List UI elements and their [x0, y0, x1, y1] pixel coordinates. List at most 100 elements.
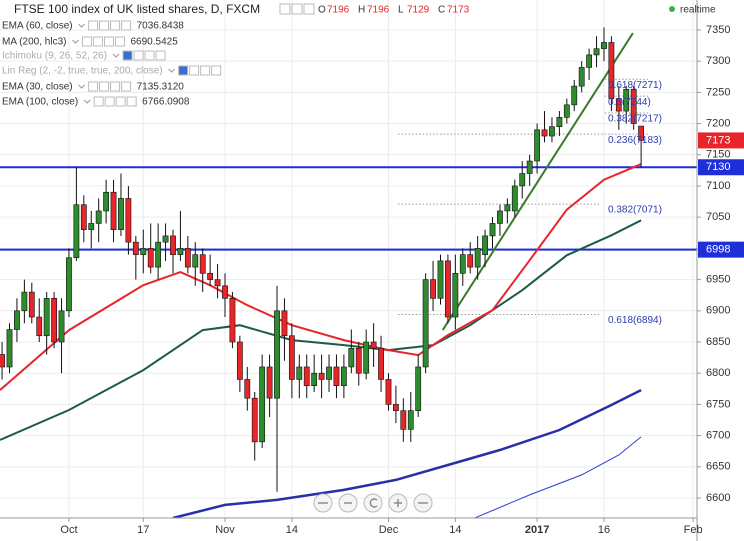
legend-icon[interactable]	[103, 36, 114, 47]
y-tick-label: 6750	[706, 398, 730, 410]
candle-body	[207, 273, 214, 280]
candle-body	[140, 248, 147, 255]
legend-icon[interactable]	[122, 50, 133, 61]
candle-body	[437, 260, 444, 299]
navigation[interactable]	[313, 493, 433, 513]
legend-icon[interactable]	[126, 96, 137, 107]
x-tick-label: 14	[449, 524, 461, 536]
legend-name: Ichimoku (9, 26, 52, 26)	[2, 51, 107, 62]
candle-body	[326, 366, 332, 380]
candle-body	[534, 129, 540, 162]
legend-icon[interactable]	[99, 20, 110, 31]
x-tick-label: Feb	[684, 524, 703, 536]
legend-icon[interactable]	[133, 50, 144, 61]
candle-body	[214, 279, 221, 287]
legend-icon[interactable]	[88, 20, 99, 31]
y-tick-label: 6950	[706, 274, 730, 286]
y-tick-label: 6850	[706, 336, 730, 348]
candle-body	[445, 260, 451, 318]
status-dot	[669, 6, 675, 12]
candle-body	[281, 310, 288, 337]
x-tick-label: Dec	[379, 524, 399, 536]
y-tick-label: 6700	[706, 430, 730, 442]
legend-icon[interactable]	[211, 65, 222, 76]
candle-body	[467, 254, 474, 268]
legend-icon[interactable]	[88, 81, 99, 92]
candle-body	[162, 235, 169, 243]
candle-body	[519, 173, 526, 187]
ohlc-letter: O	[318, 5, 326, 16]
candle-body	[14, 310, 20, 330]
candle-body	[311, 372, 318, 386]
candle-body	[630, 88, 637, 124]
legend-icon[interactable]	[155, 50, 166, 61]
legend-dropdown	[168, 68, 175, 73]
candle-body	[155, 241, 162, 268]
candle-body	[422, 279, 429, 368]
legend-dropdown	[112, 53, 120, 58]
icon	[369, 498, 378, 508]
candle-body	[110, 191, 117, 230]
candle-body	[333, 366, 340, 386]
candle-body	[0, 354, 5, 368]
fib-label: 0.382(7071)	[608, 205, 662, 216]
legend-icon[interactable]	[110, 81, 121, 92]
ohlc-value: 7196	[327, 5, 350, 16]
legend-icon[interactable]	[114, 36, 125, 47]
candle-body	[623, 88, 630, 112]
legend-icon[interactable]	[178, 65, 189, 76]
candle-body	[615, 98, 622, 112]
candle-body	[385, 379, 392, 405]
legend-dropdown	[78, 23, 85, 28]
candle-body	[430, 279, 436, 299]
candle-body	[549, 126, 555, 137]
y-tick-label: 7100	[706, 180, 730, 192]
legend-icon[interactable]	[189, 65, 200, 76]
level-tag-label: 7130	[706, 161, 730, 173]
y-tick-label: 7200	[706, 117, 730, 129]
nav-reset[interactable]	[363, 493, 383, 513]
candle-body	[526, 160, 533, 174]
y-tick-label: 6900	[706, 305, 730, 317]
level-tag-label: 6998	[706, 244, 730, 256]
legend: EMA (60, close) 7036.8438 MA (200, hlc3) 66…	[2, 20, 222, 108]
legend-icon[interactable]	[104, 96, 115, 107]
legend-icon[interactable]	[144, 50, 155, 61]
legend-dropdown	[72, 39, 79, 44]
legend-icon[interactable]	[99, 81, 110, 92]
legend-value: 6690.5425	[130, 37, 178, 48]
candle-body	[43, 298, 50, 337]
candle-body	[170, 235, 176, 255]
header-ohlc: O 7196 H 7196 L 7129 C 7173	[279, 3, 470, 16]
ohlc-letter: L	[398, 5, 404, 16]
ohlc-value: 7173	[447, 5, 470, 16]
candle-body	[378, 347, 384, 380]
candle-body	[73, 204, 80, 259]
candle-body	[452, 273, 459, 318]
legend-name: EMA (60, close)	[2, 21, 73, 32]
fib-label: 0.618(7271)	[608, 80, 662, 91]
status: realtime	[680, 5, 716, 16]
legend-icon[interactable]	[200, 65, 211, 76]
legend-icon[interactable]	[121, 20, 132, 31]
legend-icon[interactable]	[110, 20, 121, 31]
indicator-line	[172, 388, 642, 518]
x-tick-label: Nov	[215, 524, 235, 536]
candle-body	[638, 125, 645, 141]
legend-icon[interactable]	[92, 36, 103, 47]
legend-icon[interactable]	[121, 81, 132, 92]
level-tag	[698, 159, 744, 176]
legend-icon[interactable]	[81, 36, 92, 47]
candle-body	[407, 410, 414, 430]
candle-body	[415, 366, 422, 411]
candle-body	[192, 254, 199, 268]
plot-area	[0, 27, 697, 518]
legend-icon[interactable]	[115, 96, 126, 107]
legend-icon[interactable]	[93, 96, 104, 107]
candle-body	[303, 366, 310, 386]
trend-line	[441, 32, 634, 331]
candle-body	[88, 223, 95, 230]
candle-body	[58, 310, 65, 343]
candle-body	[370, 341, 377, 349]
x-tick-label: 2017	[525, 524, 549, 536]
